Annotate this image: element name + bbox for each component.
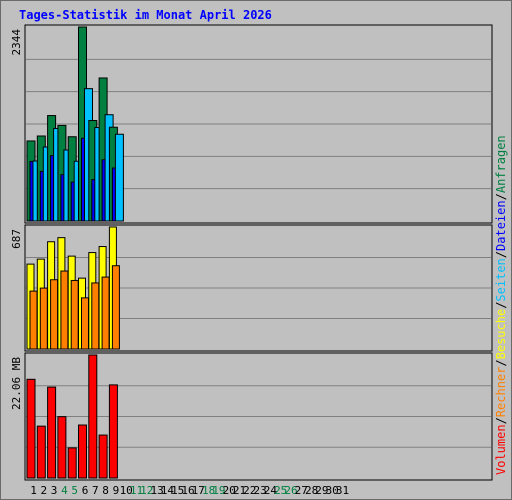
x-tick-label: 20 bbox=[223, 484, 236, 497]
x-tick-label: 22 bbox=[243, 484, 256, 497]
x-tick-label: 8 bbox=[102, 484, 109, 497]
y-axis-max-label: 687 bbox=[10, 229, 23, 249]
x-tick-label: 7 bbox=[92, 484, 99, 497]
bar-rechner-day-4 bbox=[60, 270, 69, 350]
legend-item-dateien: Dateien bbox=[494, 200, 508, 251]
legend: Volumen/Rechner/Besuche/Seiten/Dateien/A… bbox=[494, 135, 508, 475]
bar-volumen-day-7 bbox=[88, 354, 98, 479]
legend-separator: / bbox=[494, 302, 508, 309]
x-tick-label: 28 bbox=[305, 484, 318, 497]
legend-separator: / bbox=[494, 193, 508, 200]
x-tick-label: 30 bbox=[326, 484, 339, 497]
y-axis-max-label: 22.06 MB bbox=[10, 357, 23, 410]
panel-hits: 2344 bbox=[10, 24, 493, 224]
bar-rechner-day-3 bbox=[50, 279, 59, 350]
x-tick-label: 6 bbox=[82, 484, 89, 497]
bar-seiten-day-9 bbox=[114, 133, 124, 222]
x-tick-label: 3 bbox=[51, 484, 58, 497]
x-tick-label: 24 bbox=[264, 484, 278, 497]
bar-volumen-day-2 bbox=[36, 425, 46, 479]
x-tick-label: 29 bbox=[315, 484, 328, 497]
bar-rechner-day-5 bbox=[70, 279, 79, 350]
x-tick-label: 16 bbox=[181, 484, 194, 497]
x-tick-label: 13 bbox=[150, 484, 163, 497]
bar-rechner-day-6 bbox=[81, 297, 89, 350]
legend-item-anfragen: Anfragen bbox=[494, 135, 508, 193]
bar-volumen-day-1 bbox=[26, 378, 36, 479]
bar-volumen-day-6 bbox=[78, 424, 87, 479]
bar-rechner-day-7 bbox=[91, 282, 100, 350]
x-tick-label: 26 bbox=[284, 484, 297, 497]
bar-volumen-day-3 bbox=[47, 386, 57, 479]
panel-visits: 687 bbox=[10, 224, 493, 352]
y-axis-max-label: 2344 bbox=[10, 29, 23, 56]
x-axis-labels: 1 2 3 4 5 6 7 8 9 1011121314151617181920212223242… bbox=[30, 484, 349, 497]
legend-item-seiten: Seiten bbox=[494, 258, 508, 301]
bar-rechner-day-9 bbox=[111, 265, 120, 350]
x-tick-label: 15 bbox=[171, 484, 184, 497]
bar-volumen-day-5 bbox=[67, 447, 77, 479]
panel-volume: 22.06 MB bbox=[10, 352, 493, 481]
legend-item-volumen: Volumen bbox=[494, 424, 508, 475]
bar-rechner-day-2 bbox=[39, 287, 48, 350]
x-tick-label: 27 bbox=[295, 484, 308, 497]
legend-separator: / bbox=[494, 251, 508, 258]
x-tick-label: 25 bbox=[274, 484, 287, 497]
x-tick-label: 2 bbox=[40, 484, 47, 497]
x-tick-label: 23 bbox=[253, 484, 266, 497]
x-tick-label: 31 bbox=[336, 484, 349, 497]
x-tick-label: 11 bbox=[130, 484, 143, 497]
x-tick-label: 18 bbox=[202, 484, 215, 497]
x-tick-label: 10 bbox=[120, 484, 133, 497]
x-tick-label: 19 bbox=[212, 484, 225, 497]
bar-rechner-day-1 bbox=[29, 290, 38, 350]
x-tick-label: 14 bbox=[161, 484, 175, 497]
bar-volumen-day-4 bbox=[57, 416, 67, 479]
x-tick-label: 17 bbox=[192, 484, 205, 497]
x-tick-label: 21 bbox=[233, 484, 246, 497]
x-tick-label: 1 bbox=[30, 484, 37, 497]
bar-volumen-day-9 bbox=[108, 384, 118, 479]
x-tick-label: 9 bbox=[113, 484, 120, 497]
legend-separator: / bbox=[494, 359, 508, 366]
bar-rechner-day-8 bbox=[101, 276, 110, 350]
chart-panels: 2344 687 22.06 MB bbox=[10, 24, 493, 481]
chart-title: Tages-Statistik im Monat April 2026 bbox=[19, 8, 272, 22]
legend-item-rechner: Rechner bbox=[494, 367, 508, 418]
x-tick-label: 5 bbox=[71, 484, 78, 497]
x-tick-label: 4 bbox=[61, 484, 68, 497]
legend-item-besuche: Besuche bbox=[494, 309, 508, 360]
bar-volumen-day-8 bbox=[98, 434, 108, 479]
legend-separator: / bbox=[494, 417, 508, 424]
x-tick-label: 12 bbox=[140, 484, 153, 497]
